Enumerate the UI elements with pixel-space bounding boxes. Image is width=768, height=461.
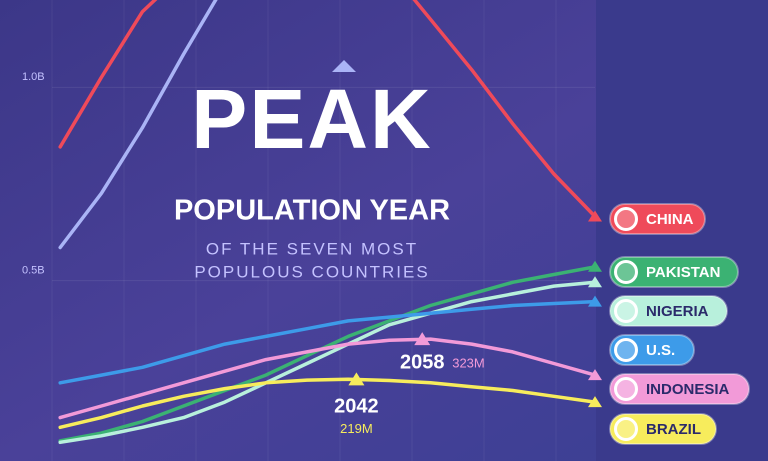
end-marker xyxy=(588,260,602,272)
legend-label: INDONESIA xyxy=(646,381,730,398)
flag-icon-inner xyxy=(617,302,635,320)
series-line xyxy=(58,280,597,445)
series-line xyxy=(58,265,597,443)
flag-icon-inner xyxy=(617,341,635,359)
legend-label: U.S. xyxy=(646,342,675,359)
y-tick-label: 0.5B xyxy=(22,265,45,277)
peak-year: 2042 xyxy=(334,396,379,418)
legend-label: CHINA xyxy=(646,211,694,228)
series-line xyxy=(58,0,218,250)
end-marker xyxy=(588,396,602,408)
peak-value: 323M xyxy=(452,356,485,371)
series-line xyxy=(58,377,597,430)
end-marker xyxy=(588,276,602,288)
peak-marker xyxy=(348,372,365,386)
flag-icon-inner xyxy=(617,420,635,438)
legend-pill xyxy=(609,373,750,405)
end-marker xyxy=(588,210,602,222)
y-tick-label: 1.0B xyxy=(22,71,45,83)
flag-icon-inner xyxy=(617,210,635,228)
chart-title: PEAK xyxy=(191,72,432,166)
legend-pill xyxy=(609,256,739,288)
subtitle-line: POPULOUS COUNTRIES xyxy=(194,262,429,281)
flag-icon-inner xyxy=(617,380,635,398)
peak-year: 2058 xyxy=(400,351,445,373)
legend-pill xyxy=(609,295,728,327)
flag-icon-inner xyxy=(617,263,635,281)
legend-label: PAKISTAN xyxy=(646,264,720,281)
subtitle-line: OF THE SEVEN MOST xyxy=(206,239,418,258)
title-decoration xyxy=(332,60,356,72)
chart-subtitle: POPULATION YEAR xyxy=(174,195,450,227)
legend-label: BRAZIL xyxy=(646,421,701,438)
end-marker xyxy=(588,369,602,381)
peak-marker xyxy=(414,332,431,346)
series-line xyxy=(58,337,597,420)
series-line xyxy=(58,0,597,219)
peak-value: 219M xyxy=(340,421,373,436)
end-marker xyxy=(588,295,602,307)
series-line xyxy=(58,299,597,385)
legend-label: NIGERIA xyxy=(646,303,709,320)
